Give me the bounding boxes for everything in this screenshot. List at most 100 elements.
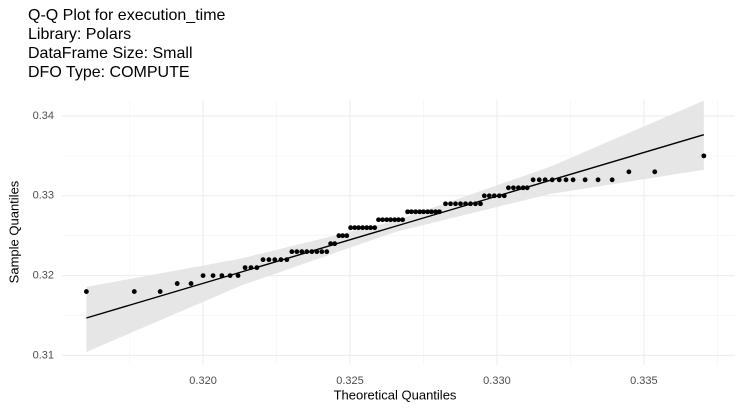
x-axis-title: Theoretical Quantiles (334, 387, 457, 402)
point (491, 193, 497, 199)
point (433, 209, 438, 215)
point (384, 217, 390, 223)
point (458, 201, 463, 207)
point (332, 241, 338, 247)
point (372, 225, 378, 231)
point (436, 209, 442, 215)
point (405, 209, 411, 215)
point (496, 193, 502, 199)
point (309, 249, 315, 255)
point (352, 225, 358, 231)
point (344, 233, 350, 239)
point (481, 193, 487, 199)
point (219, 273, 225, 279)
point (595, 177, 601, 183)
point (272, 257, 278, 263)
y-tick-label: 0.33 (33, 190, 54, 202)
point (556, 177, 562, 183)
point (501, 193, 507, 199)
point (506, 185, 511, 191)
point (304, 249, 310, 255)
point (289, 249, 295, 255)
point (348, 225, 353, 231)
point (400, 217, 406, 223)
point (582, 177, 588, 183)
chart-title: Q-Q Plot for execution_time (28, 7, 226, 24)
point (157, 289, 163, 294)
point (380, 217, 386, 223)
point (388, 217, 393, 223)
point (254, 265, 260, 271)
point (473, 201, 478, 207)
point (448, 201, 453, 207)
reference-line (86, 134, 705, 319)
point (570, 177, 576, 183)
point (511, 185, 516, 191)
point (520, 185, 526, 191)
chart-subtitle: DFO Type: COMPUTE (28, 64, 190, 81)
point (392, 217, 398, 223)
point (524, 185, 530, 191)
point (701, 153, 707, 159)
point (536, 177, 542, 183)
point (340, 233, 346, 239)
point (530, 177, 536, 183)
point (429, 209, 434, 215)
point (200, 273, 206, 279)
point (319, 249, 325, 255)
point (210, 273, 216, 279)
plot-area (83, 100, 707, 352)
point (413, 209, 418, 215)
grid (62, 100, 735, 365)
point (421, 209, 426, 215)
point (174, 281, 180, 286)
point (364, 225, 370, 231)
point (235, 273, 241, 279)
point (356, 225, 361, 231)
point (417, 209, 423, 215)
chart-subtitle: DataFrame Size: Small (28, 45, 193, 62)
point (463, 201, 468, 207)
point (425, 209, 430, 215)
point (563, 177, 569, 183)
x-tick-label: 0.330 (483, 375, 511, 387)
point (266, 257, 272, 263)
point (478, 201, 483, 207)
point (542, 177, 548, 183)
point (328, 241, 334, 247)
point (360, 225, 366, 231)
point (260, 257, 266, 263)
point (396, 217, 401, 223)
point (368, 225, 373, 231)
point (609, 177, 615, 183)
point (131, 289, 137, 294)
x-tick-label: 0.325 (336, 375, 364, 387)
y-tick-label: 0.32 (33, 270, 54, 282)
point (299, 249, 305, 255)
point (294, 249, 300, 255)
point (468, 201, 473, 207)
point (278, 257, 284, 263)
point (83, 289, 89, 294)
point (376, 217, 381, 223)
y-tick-label: 0.34 (33, 110, 54, 122)
point (516, 185, 521, 191)
x-tick-label: 0.335 (630, 375, 658, 387)
point (443, 201, 448, 207)
point (652, 169, 658, 175)
chart-subtitle: Library: Polars (28, 26, 131, 43)
point (549, 177, 555, 183)
point (314, 249, 320, 255)
point (486, 193, 492, 199)
point (227, 273, 233, 279)
point (284, 257, 290, 263)
point (409, 209, 414, 215)
point (242, 265, 248, 271)
point (188, 281, 194, 286)
y-axis-title: Sample Quantiles (6, 180, 21, 283)
point (336, 233, 342, 239)
point (453, 201, 458, 207)
point (324, 249, 330, 255)
